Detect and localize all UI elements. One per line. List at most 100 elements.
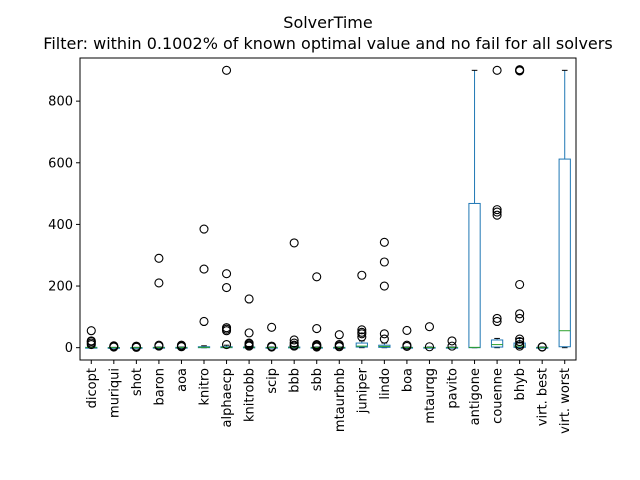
- outlier-point: [379, 281, 389, 291]
- outlier-point: [515, 279, 525, 290]
- outlier-point: [447, 336, 457, 346]
- outlier-point: [199, 316, 209, 327]
- box-mtaurqg: [423, 322, 436, 352]
- x-tick-label: virt. worst: [558, 368, 573, 434]
- x-tick-label: dicopt: [85, 368, 100, 408]
- outlier-point: [289, 238, 299, 248]
- box-juniper: [355, 270, 368, 349]
- outlier-point: [86, 336, 96, 346]
- x-tick-label: mtaurbnb: [333, 368, 348, 432]
- x-tick-label: knitro: [198, 368, 213, 406]
- x-tick-label: scip: [265, 368, 280, 394]
- box-shot: [130, 341, 143, 352]
- outlier-point: [379, 237, 389, 247]
- box-baron: [152, 253, 166, 351]
- x-tick-label: lindo: [378, 368, 393, 400]
- x-tick-label: knitrobb: [243, 368, 258, 422]
- outlier-point: [199, 224, 209, 234]
- outlier-point: [176, 340, 187, 350]
- outlier-point: [86, 326, 96, 336]
- x-tick-label: bbb: [288, 368, 303, 393]
- chart-title: SolverTime: [283, 13, 372, 32]
- outlier-point: [492, 210, 502, 220]
- box-scip: [265, 322, 278, 352]
- outlier-point: [515, 309, 525, 319]
- x-tick-label: couenne: [491, 368, 506, 424]
- box-series: [85, 65, 571, 352]
- y-tick-label: 400: [48, 218, 73, 233]
- outlier-point: [221, 269, 232, 279]
- y-tick-label: 200: [48, 280, 73, 295]
- outlier-point: [221, 340, 232, 350]
- box-body: [355, 342, 368, 348]
- y-tick-label: 800: [48, 95, 73, 110]
- x-tick-label: mtaurqg: [423, 368, 438, 424]
- outlier-point: [424, 342, 435, 352]
- outlier-point: [244, 328, 254, 338]
- chart-subtitle: Filter: within 0.1002% of known optimal …: [43, 34, 612, 53]
- outlier-point: [515, 336, 525, 347]
- outlier-point: [357, 325, 367, 335]
- outlier-point: [244, 294, 254, 304]
- outlier-point: [289, 338, 299, 348]
- axes-frame: [79, 57, 577, 361]
- outlier-point: [402, 325, 412, 335]
- x-tick-label: alphaecp: [220, 368, 235, 427]
- outlier-point: [221, 65, 232, 75]
- x-tick-label: aoa: [175, 368, 190, 392]
- outlier-point: [357, 327, 367, 337]
- box-knitrobb: [242, 294, 256, 351]
- outlier-point: [424, 322, 435, 332]
- outlier-point: [492, 316, 502, 327]
- box-aoa: [175, 340, 188, 352]
- y-axis: 0 200 400 600 800: [48, 95, 80, 356]
- box-alphaecp: [220, 65, 233, 350]
- outlier-point: [537, 342, 547, 352]
- outlier-point: [447, 341, 457, 351]
- outlier-point: [402, 340, 412, 350]
- outlier-point: [312, 340, 322, 350]
- outlier-point: [312, 272, 322, 282]
- x-tick-label: antigone: [468, 368, 483, 425]
- box-dicopt: [85, 326, 98, 350]
- box-bbb: [288, 238, 301, 351]
- outlier-point: [379, 334, 389, 344]
- box-couenne: [490, 65, 504, 349]
- box-knitro: [197, 224, 211, 349]
- x-tick-label: sbb: [310, 368, 325, 391]
- outlier-point: [312, 324, 322, 334]
- box-lindo: [378, 237, 391, 349]
- y-tick-label: 600: [48, 156, 73, 171]
- x-tick-label: bhyb: [513, 368, 528, 400]
- box-body: [558, 158, 571, 348]
- outlier-point: [334, 330, 344, 340]
- box-body: [490, 339, 504, 348]
- outlier-point: [379, 329, 389, 339]
- y-tick-label: 0: [65, 341, 73, 356]
- outlier-point: [515, 65, 525, 75]
- x-axis: dicopt muriqui shot baron aoa knitro alphaecp k…: [85, 360, 573, 434]
- box-boa: [400, 325, 414, 351]
- outlier-point: [379, 257, 389, 267]
- box-virt-worst: [558, 69, 571, 349]
- outlier-point: [154, 278, 164, 288]
- outlier-point: [289, 335, 299, 345]
- box-sbb: [310, 272, 323, 352]
- x-tick-label: virt. best: [536, 368, 551, 426]
- x-tick-label: boa: [400, 368, 415, 392]
- x-tick-label: baron: [152, 368, 167, 405]
- box-muriqui: [107, 341, 120, 352]
- box-mtaurbnb: [333, 330, 346, 352]
- outlier-point: [492, 313, 502, 323]
- box-pavito: [445, 336, 459, 351]
- x-tick-label: muriqui: [107, 368, 122, 418]
- outlier-point: [334, 340, 344, 350]
- box-bhyb: [513, 65, 526, 351]
- outlier-point: [515, 334, 525, 344]
- x-tick-label: shot: [130, 368, 145, 396]
- outlier-point: [131, 341, 141, 351]
- box-virt-best: [536, 342, 549, 352]
- outlier-point: [357, 332, 367, 342]
